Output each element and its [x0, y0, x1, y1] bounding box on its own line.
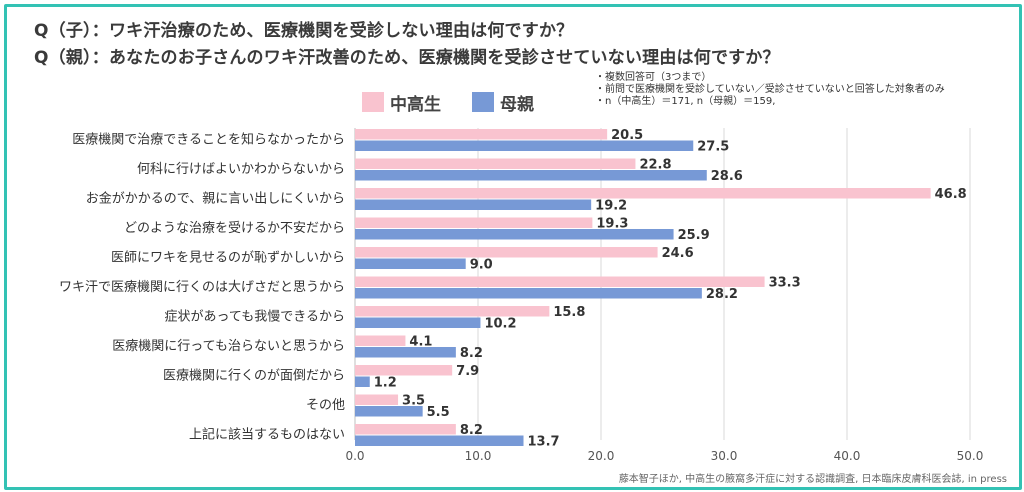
data-label: 9.0: [470, 258, 493, 273]
legend-item-mother: 母親: [472, 90, 534, 115]
data-label: 22.8: [639, 158, 671, 173]
bar-student: [355, 394, 399, 405]
data-label: 8.2: [460, 346, 483, 361]
data-label: 46.8: [935, 187, 967, 202]
data-label: 5.5: [427, 405, 450, 420]
x-tick-label: 50.0: [957, 449, 984, 463]
bar-mother: [355, 170, 707, 181]
category-label: 医療機関で治療できることを知らなかったから: [72, 132, 345, 148]
data-label: 19.3: [596, 217, 628, 232]
x-tick-label: 0.0: [345, 449, 364, 463]
data-label: 28.6: [711, 169, 743, 184]
legend-item-student: 中高生: [362, 90, 441, 115]
data-label: 1.2: [374, 376, 397, 391]
bar-student: [355, 276, 765, 287]
bar-mother: [355, 347, 456, 358]
bar-mother: [355, 288, 702, 299]
bar-student: [355, 188, 931, 199]
bar-student: [355, 335, 406, 346]
data-label: 33.3: [769, 276, 801, 291]
data-label: 3.5: [402, 394, 425, 409]
x-tick-label: 10.0: [465, 449, 492, 463]
chart-title-line-1: Q（子）：ワキ汗治療のため、医療機関を受診しない理由は何ですか？: [34, 21, 574, 41]
category-label: 医療機関に行っても治らないと思うから: [112, 339, 345, 354]
data-label: 7.9: [456, 364, 479, 379]
data-label: 28.2: [706, 287, 738, 302]
survey-notes: ・複数回答可（3つまで） ・前問で医療機関を受診していない／受診させていないと回…: [595, 72, 945, 108]
source-citation: 藤本智子ほか, 中高生の腋窩多汗症に対する認識調査, 日本臨床皮膚科医会誌, i…: [618, 474, 1007, 485]
bar-mother: [355, 258, 466, 269]
category-label: 医師にワキを見せるのが恥ずかしいから: [111, 251, 345, 266]
category-label: 何科に行けばよいかわからないから: [137, 161, 345, 177]
data-label: 4.1: [409, 335, 432, 350]
category-label: その他: [306, 398, 345, 413]
bar-student: [355, 129, 608, 140]
note-line-3: ・n（中高生）＝171, n（母親）＝159,: [595, 96, 776, 107]
data-label: 10.2: [484, 317, 516, 332]
data-label: 19.2: [595, 199, 627, 214]
data-label: 24.6: [662, 246, 694, 261]
bar-student: [355, 424, 456, 435]
data-label: 8.2: [460, 423, 483, 438]
bar-mother: [355, 140, 694, 151]
category-label: 症状があっても我慢できるから: [165, 309, 345, 325]
data-label: 13.7: [528, 435, 560, 450]
legend-swatch-mother: [472, 92, 494, 112]
legend-label-mother: 母親: [500, 94, 534, 115]
bar-student: [355, 158, 636, 169]
category-label: 医療機関に行くのが面倒だから: [163, 369, 345, 384]
bar-student: [355, 306, 550, 317]
bar-student: [355, 247, 658, 258]
x-tick-label: 40.0: [834, 449, 861, 463]
bar-mother: [355, 229, 674, 240]
bar-mother: [355, 199, 592, 210]
x-tick-label: 20.0: [588, 449, 615, 463]
data-label: 15.8: [553, 305, 585, 320]
category-label: お金がかかるので、親に言い出しにくいから: [86, 191, 345, 207]
bar-student: [355, 217, 593, 228]
data-label: 20.5: [611, 128, 643, 143]
note-line-2: ・前問で医療機関を受診していない／受診させていないと回答した対象者のみ: [595, 84, 945, 95]
chart-title-line-2: Q（親）：あなたのお子さんのワキ汗改善のため、医療機関を受診させていない理由は何…: [34, 48, 780, 68]
bar-student: [355, 365, 453, 376]
x-tick-label: 30.0: [711, 449, 738, 463]
category-label: ワキ汗で医療機関に行くのは大げさだと思うから: [59, 280, 345, 295]
legend-label-student: 中高生: [390, 94, 441, 115]
legend-swatch-student: [362, 92, 384, 112]
data-label: 27.5: [697, 140, 729, 155]
category-label: 上記に該当するものはない: [189, 427, 345, 443]
note-line-1: ・複数回答可（3つまで）: [595, 72, 712, 83]
bar-mother: [355, 406, 423, 417]
bar-mother: [355, 317, 481, 328]
data-label: 25.9: [678, 228, 710, 243]
bar-mother: [355, 435, 524, 446]
bar-mother: [355, 376, 370, 387]
category-label: どのような治療を受けるか不安だから: [124, 221, 345, 236]
